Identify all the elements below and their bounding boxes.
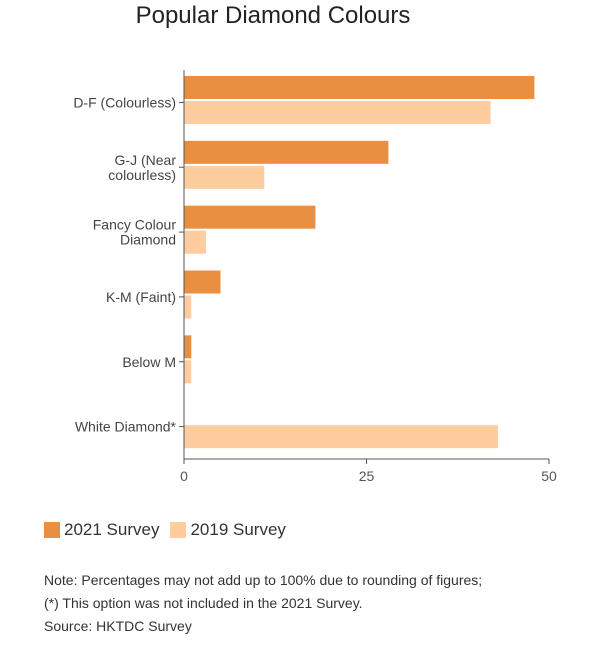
- bar-2019-1[interactable]: [184, 165, 265, 189]
- bar-2021-1[interactable]: [184, 140, 389, 164]
- legend-item-2021[interactable]: 2021 Survey: [44, 520, 159, 540]
- legend-swatch-2021: [44, 522, 60, 538]
- chart-title: Popular Diamond Colours: [135, 2, 411, 29]
- bar-2019-0[interactable]: [184, 101, 491, 124]
- bar-2021-2[interactable]: [184, 205, 316, 229]
- legend-item-2019[interactable]: 2019 Survey: [170, 520, 286, 540]
- note-rounding: Note: Percentages may not add up to 100%…: [44, 572, 483, 588]
- chart-notes: Note: Percentages may not add up to 100%…: [44, 569, 482, 638]
- category-labels: D-F (Colourless) G-J (Near colourless) Fanc…: [73, 94, 184, 435]
- bar-2019-2[interactable]: [184, 230, 206, 254]
- bar-2019-4[interactable]: [184, 360, 192, 384]
- category-label-3: K-M (Faint): [106, 289, 176, 305]
- note-option: (*) This option was not included in the …: [44, 595, 363, 611]
- category-label-0: D-F (Colourless): [73, 94, 176, 110]
- bar-2021-4[interactable]: [184, 335, 192, 359]
- legend: 2021 Survey 2019 Survey: [44, 520, 297, 540]
- legend-label-2021: 2021 Survey: [64, 520, 160, 539]
- category-label-5: White Diamond*: [75, 419, 177, 435]
- axes: [183, 70, 549, 460]
- bar-2021-0[interactable]: [184, 76, 535, 99]
- x-tick-label-0: 0: [180, 468, 188, 484]
- note-source: Source: HKTDC Survey: [44, 618, 192, 634]
- category-label-1: G-J (Near colourless): [108, 152, 176, 183]
- legend-swatch-2019: [170, 522, 187, 538]
- bar-2021-3[interactable]: [184, 270, 221, 294]
- bar-2019-5[interactable]: [184, 425, 498, 449]
- bar-2019-3[interactable]: [184, 295, 192, 319]
- x-tick-label-1: 25: [359, 468, 375, 484]
- x-ticks: 0 25 50: [180, 459, 557, 484]
- category-label-4: Below M: [122, 354, 176, 370]
- x-tick-label-2: 50: [541, 468, 557, 484]
- legend-label-2019: 2019 Survey: [190, 520, 286, 539]
- bar-chart: D-F (Colourless) G-J (Near colourless) Fanc…: [73, 70, 557, 484]
- category-label-2: Fancy Colour Diamond: [93, 217, 177, 248]
- bars-group: [184, 76, 535, 449]
